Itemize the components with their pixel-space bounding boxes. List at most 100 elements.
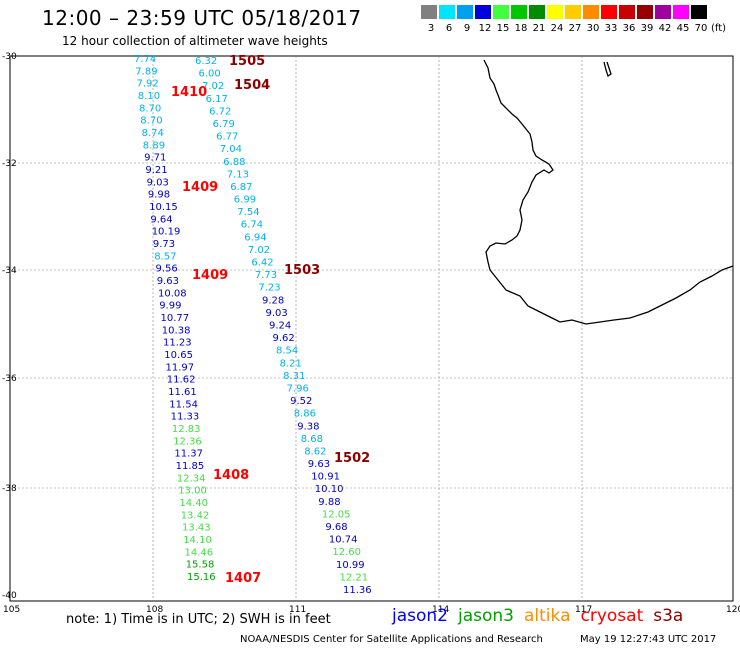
legend-label: 18 (514, 23, 528, 34)
legend-label: 12 (478, 23, 492, 34)
legend-swatch (547, 5, 563, 19)
legend-swatch (439, 5, 455, 19)
wave-height-left-track: 10.65 (164, 350, 193, 361)
wave-height-left-track: 11.85 (176, 461, 205, 472)
legend-swatch (457, 5, 473, 19)
wave-height-left-track: 15.58 (186, 560, 215, 571)
satellite-legend-item: jason3 (458, 606, 514, 626)
wave-height-left-track: 14.46 (185, 547, 214, 558)
wave-height-right-track: 9.38 (297, 421, 319, 432)
wave-height-left-track: 9.71 (144, 153, 166, 164)
legend-label: 42 (658, 23, 672, 34)
wave-height-left-track: 9.63 (157, 276, 179, 287)
legend-swatch (529, 5, 545, 19)
legend-label: 24 (550, 23, 564, 34)
wave-height-left-track: 8.10 (138, 91, 160, 102)
legend-label: 36 (622, 23, 636, 34)
legend-label: 27 (568, 23, 582, 34)
wave-height-right-track: 6.94 (244, 232, 266, 243)
footnote: note: 1) Time is in UTC; 2) SWH is in fe… (66, 612, 331, 627)
longitude-label: 108 (146, 605, 163, 615)
latitude-label: -30 (2, 52, 17, 62)
legend-label: 21 (532, 23, 546, 34)
lat-lon-grid (10, 56, 733, 601)
map-subtitle: 12 hour collection of altimeter wave hei… (62, 34, 328, 48)
wave-height-left-track: 11.97 (166, 362, 195, 373)
legend-swatch (673, 5, 689, 19)
wave-height-right-track: 9.68 (325, 522, 347, 533)
wave-height-right-track: 8.21 (280, 358, 302, 369)
wave-height-right-track: 7.13 (227, 169, 249, 180)
wave-height-left-track: 11.54 (169, 399, 198, 410)
map-frame (9, 55, 734, 602)
legend-swatch (691, 5, 707, 19)
longitude-label: 120 (726, 605, 740, 615)
wave-height-right-track: 8.54 (276, 346, 298, 357)
legend-swatch (421, 5, 437, 19)
wave-height-left-track: 9.98 (148, 190, 170, 201)
wave-height-right-track: 9.03 (266, 308, 288, 319)
wave-height-left-track: 9.64 (150, 214, 172, 225)
wave-height-right-track: 10.91 (311, 472, 340, 483)
wave-height-right-track: 9.88 (318, 497, 340, 508)
legend-swatch (637, 5, 653, 19)
satellite-tracks: 7.747.897.928.108.708.708.748.899.719.21… (134, 54, 372, 596)
latitude-label: -36 (2, 374, 17, 384)
wave-height-right-track: 6.74 (241, 220, 263, 231)
wave-height-right-track: 7.96 (287, 384, 309, 395)
wave-height-left-track: 14.10 (183, 535, 212, 546)
wave-height-right-track: 8.31 (283, 371, 305, 382)
pass-time-label: 1409 (182, 180, 218, 195)
legend-label: 33 (604, 23, 618, 34)
wave-height-right-track: 9.24 (269, 321, 291, 332)
generated-timestamp: May 19 12:27:43 UTC 2017 (580, 634, 717, 645)
wave-height-left-track: 8.57 (154, 251, 176, 262)
wave-height-left-track: 9.21 (145, 165, 167, 176)
wave-height-left-track: 8.74 (142, 128, 164, 139)
wave-height-right-track: 6.87 (230, 182, 252, 193)
wave-height-left-track: 7.74 (134, 54, 156, 65)
wave-height-right-track: 7.73 (255, 270, 277, 281)
wave-height-right-track: 6.77 (216, 132, 238, 143)
legend-swatch (655, 5, 671, 19)
wave-height-left-track: 9.73 (153, 239, 175, 250)
pass-time-label: 1407 (225, 571, 261, 586)
wave-height-left-track: 9.03 (147, 177, 169, 188)
wave-height-right-track: 7.04 (220, 144, 242, 155)
wave-height-left-track: 12.34 (177, 473, 206, 484)
wave-height-right-track: 6.99 (234, 195, 256, 206)
longitude-label: 105 (3, 605, 20, 615)
map-title: 12:00 – 23:59 UTC 05/18/2017 (42, 6, 362, 30)
wave-height-left-track: 11.62 (167, 375, 196, 386)
satellite-legend-item: jason2 (392, 606, 448, 626)
legend-label: 70 (694, 23, 708, 34)
longitude-label: 111 (289, 605, 306, 615)
legend-swatch (493, 5, 509, 19)
legend-swatch (511, 5, 527, 19)
wave-height-left-track: 8.70 (139, 103, 161, 114)
wave-height-left-track: 12.36 (173, 436, 202, 447)
wave-height-left-track: 13.00 (178, 486, 207, 497)
latitude-label: -34 (2, 266, 17, 276)
legend-label: 3 (427, 23, 435, 34)
wave-height-right-track: 8.68 (301, 434, 323, 445)
legend-swatch (565, 5, 581, 19)
latitude-label: -38 (2, 484, 17, 494)
legend-label: 45 (676, 23, 690, 34)
wave-height-left-track: 7.89 (135, 66, 157, 77)
wave-height-left-track: 10.15 (149, 202, 178, 213)
wave-height-right-track: 6.88 (223, 157, 245, 168)
wave-height-left-track: 15.16 (187, 572, 216, 583)
wave-height-right-track: 12.60 (332, 547, 361, 558)
legend-label: 6 (445, 23, 453, 34)
longitude-label: 117 (575, 605, 592, 615)
wave-height-left-track: 8.70 (140, 116, 162, 127)
pass-time-label: 1409 (192, 268, 228, 283)
wave-height-left-track: 9.56 (156, 264, 178, 275)
wave-height-left-track: 13.42 (181, 510, 210, 521)
wave-height-left-track: 11.23 (163, 338, 192, 349)
pass-time-label: 1503 (284, 263, 320, 278)
wave-height-right-track: 10.99 (336, 560, 365, 571)
legend-swatch (601, 5, 617, 19)
